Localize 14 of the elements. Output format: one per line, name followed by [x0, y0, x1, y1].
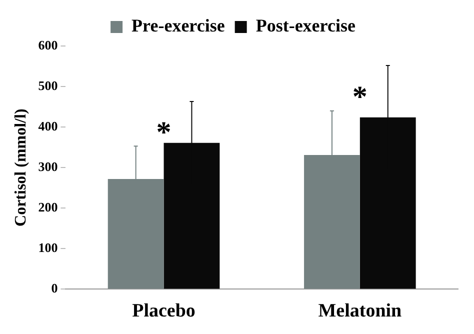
legend-label: Pre-exercise [132, 16, 225, 36]
x-tick-label: Melatonin [318, 300, 402, 322]
y-axis-title: Cortisol (mmol/l) [12, 108, 30, 226]
y-tick-label: 500 [38, 78, 58, 93]
y-tick-label: 400 [38, 118, 58, 134]
x-tick-label: Placebo [132, 300, 196, 322]
legend-label: Post-exercise [256, 16, 356, 36]
y-tick-label: 600 [38, 37, 58, 52]
y-tick-label: 200 [38, 199, 58, 214]
annotation: * [156, 116, 172, 149]
annotation: * [352, 80, 368, 114]
y-tick-label: 100 [38, 240, 58, 256]
y-tick-label: 0 [51, 280, 58, 296]
y-tick-label: 300 [38, 158, 58, 174]
